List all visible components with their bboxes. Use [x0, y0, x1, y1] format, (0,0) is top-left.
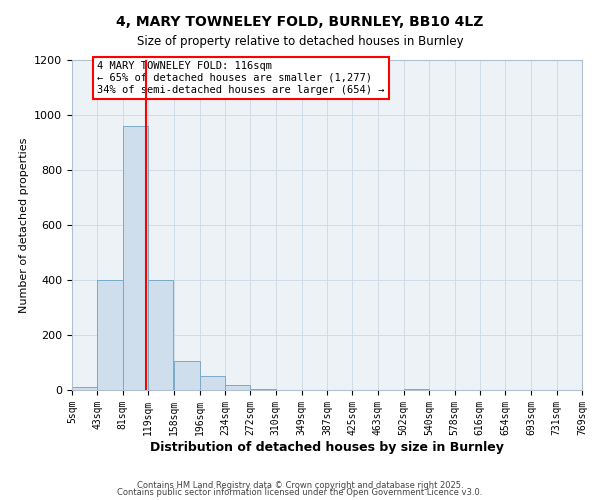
- Bar: [174, 361, 200, 390]
- Text: Contains HM Land Registry data © Crown copyright and database right 2025.: Contains HM Land Registry data © Crown c…: [137, 480, 463, 490]
- X-axis label: Distribution of detached houses by size in Burnley: Distribution of detached houses by size …: [150, 440, 504, 454]
- Text: Size of property relative to detached houses in Burnley: Size of property relative to detached ho…: [137, 35, 463, 48]
- Bar: [250, 389, 275, 390]
- Bar: [97, 280, 123, 390]
- Bar: [199, 376, 225, 390]
- Bar: [404, 389, 429, 390]
- Text: 4, MARY TOWNELEY FOLD, BURNLEY, BB10 4LZ: 4, MARY TOWNELEY FOLD, BURNLEY, BB10 4LZ: [116, 15, 484, 29]
- Bar: [148, 280, 173, 390]
- Text: Contains public sector information licensed under the Open Government Licence v3: Contains public sector information licen…: [118, 488, 482, 497]
- Bar: [225, 385, 250, 390]
- Bar: [123, 126, 148, 390]
- Text: 4 MARY TOWNELEY FOLD: 116sqm
← 65% of detached houses are smaller (1,277)
34% of: 4 MARY TOWNELEY FOLD: 116sqm ← 65% of de…: [97, 62, 385, 94]
- Bar: [72, 387, 97, 390]
- Y-axis label: Number of detached properties: Number of detached properties: [19, 138, 29, 312]
